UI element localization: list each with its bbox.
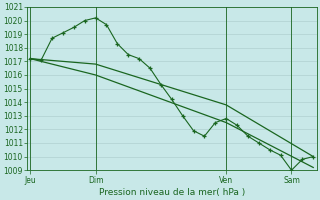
X-axis label: Pression niveau de la mer( hPa ): Pression niveau de la mer( hPa )	[99, 188, 245, 197]
